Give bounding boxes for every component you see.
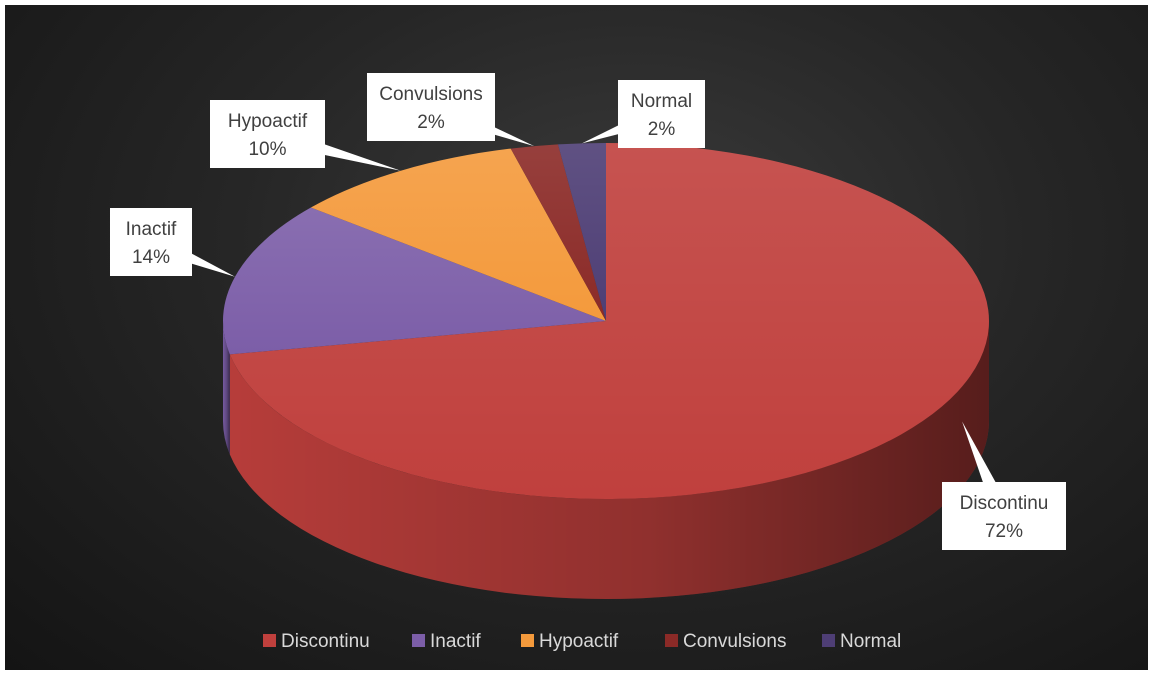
pie-slice-discontinu bbox=[229, 143, 989, 500]
data-label-hypoactif: Hypoactif 10% bbox=[210, 100, 325, 168]
data-label-category: Inactif bbox=[126, 219, 177, 240]
legend-label: Hypoactif bbox=[539, 631, 619, 652]
data-label-convulsions: Convulsions 2% bbox=[367, 73, 495, 141]
legend-swatch bbox=[412, 634, 425, 647]
legend-item-discontinu: Discontinu bbox=[263, 631, 370, 652]
legend-swatch bbox=[521, 634, 534, 647]
pie-side-inactif bbox=[223, 321, 230, 455]
legend-swatch bbox=[822, 634, 835, 647]
data-label-value: 2% bbox=[417, 112, 445, 133]
data-label-box bbox=[942, 482, 1066, 550]
pie-slice-hypoactif bbox=[310, 148, 606, 321]
data-label-value: 2% bbox=[648, 119, 676, 140]
legend-item-inactif: Inactif bbox=[412, 631, 481, 652]
legend-swatch bbox=[665, 634, 678, 647]
legend-label: Inactif bbox=[430, 631, 481, 652]
pie-side-discontinu bbox=[229, 321, 989, 600]
data-label-category: Discontinu bbox=[960, 493, 1049, 514]
data-label-value: 72% bbox=[985, 521, 1023, 542]
data-label-category: Hypoactif bbox=[228, 111, 308, 132]
data-label-normal: Normal 2% bbox=[618, 80, 705, 148]
pie-slice-normal bbox=[557, 143, 606, 321]
legend-swatch bbox=[263, 634, 276, 647]
legend-label: Discontinu bbox=[281, 631, 370, 652]
pie-slice-inactif bbox=[223, 207, 606, 355]
legend-label: Normal bbox=[840, 631, 901, 652]
data-label-category: Normal bbox=[631, 91, 692, 112]
legend-item-normal: Normal bbox=[822, 631, 901, 652]
legend-item-convulsions: Convulsions bbox=[665, 631, 787, 652]
pie-slice-convulsions bbox=[510, 144, 606, 321]
data-label-value: 14% bbox=[132, 247, 170, 268]
legend-label: Convulsions bbox=[683, 631, 787, 652]
data-label-box bbox=[210, 100, 325, 168]
data-label-value: 10% bbox=[248, 139, 286, 160]
chart-area: Discontinu 72% Inactif 14% Hypoactif 10% Convu… bbox=[5, 5, 1148, 670]
data-label-discontinu: Discontinu 72% bbox=[942, 482, 1066, 550]
pie-chart: Discontinu 72% Inactif 14% Hypoactif 10% Convu… bbox=[110, 73, 1066, 652]
legend-item-hypoactif: Hypoactif bbox=[521, 631, 619, 652]
legend: Discontinu Inactif Hypoactif Convulsions Nor… bbox=[263, 631, 901, 652]
data-label-box bbox=[110, 208, 192, 276]
data-label-inactif: Inactif 14% bbox=[110, 208, 192, 276]
data-label-category: Convulsions bbox=[379, 84, 483, 105]
data-label-box bbox=[367, 73, 495, 141]
data-label-box bbox=[618, 80, 705, 148]
